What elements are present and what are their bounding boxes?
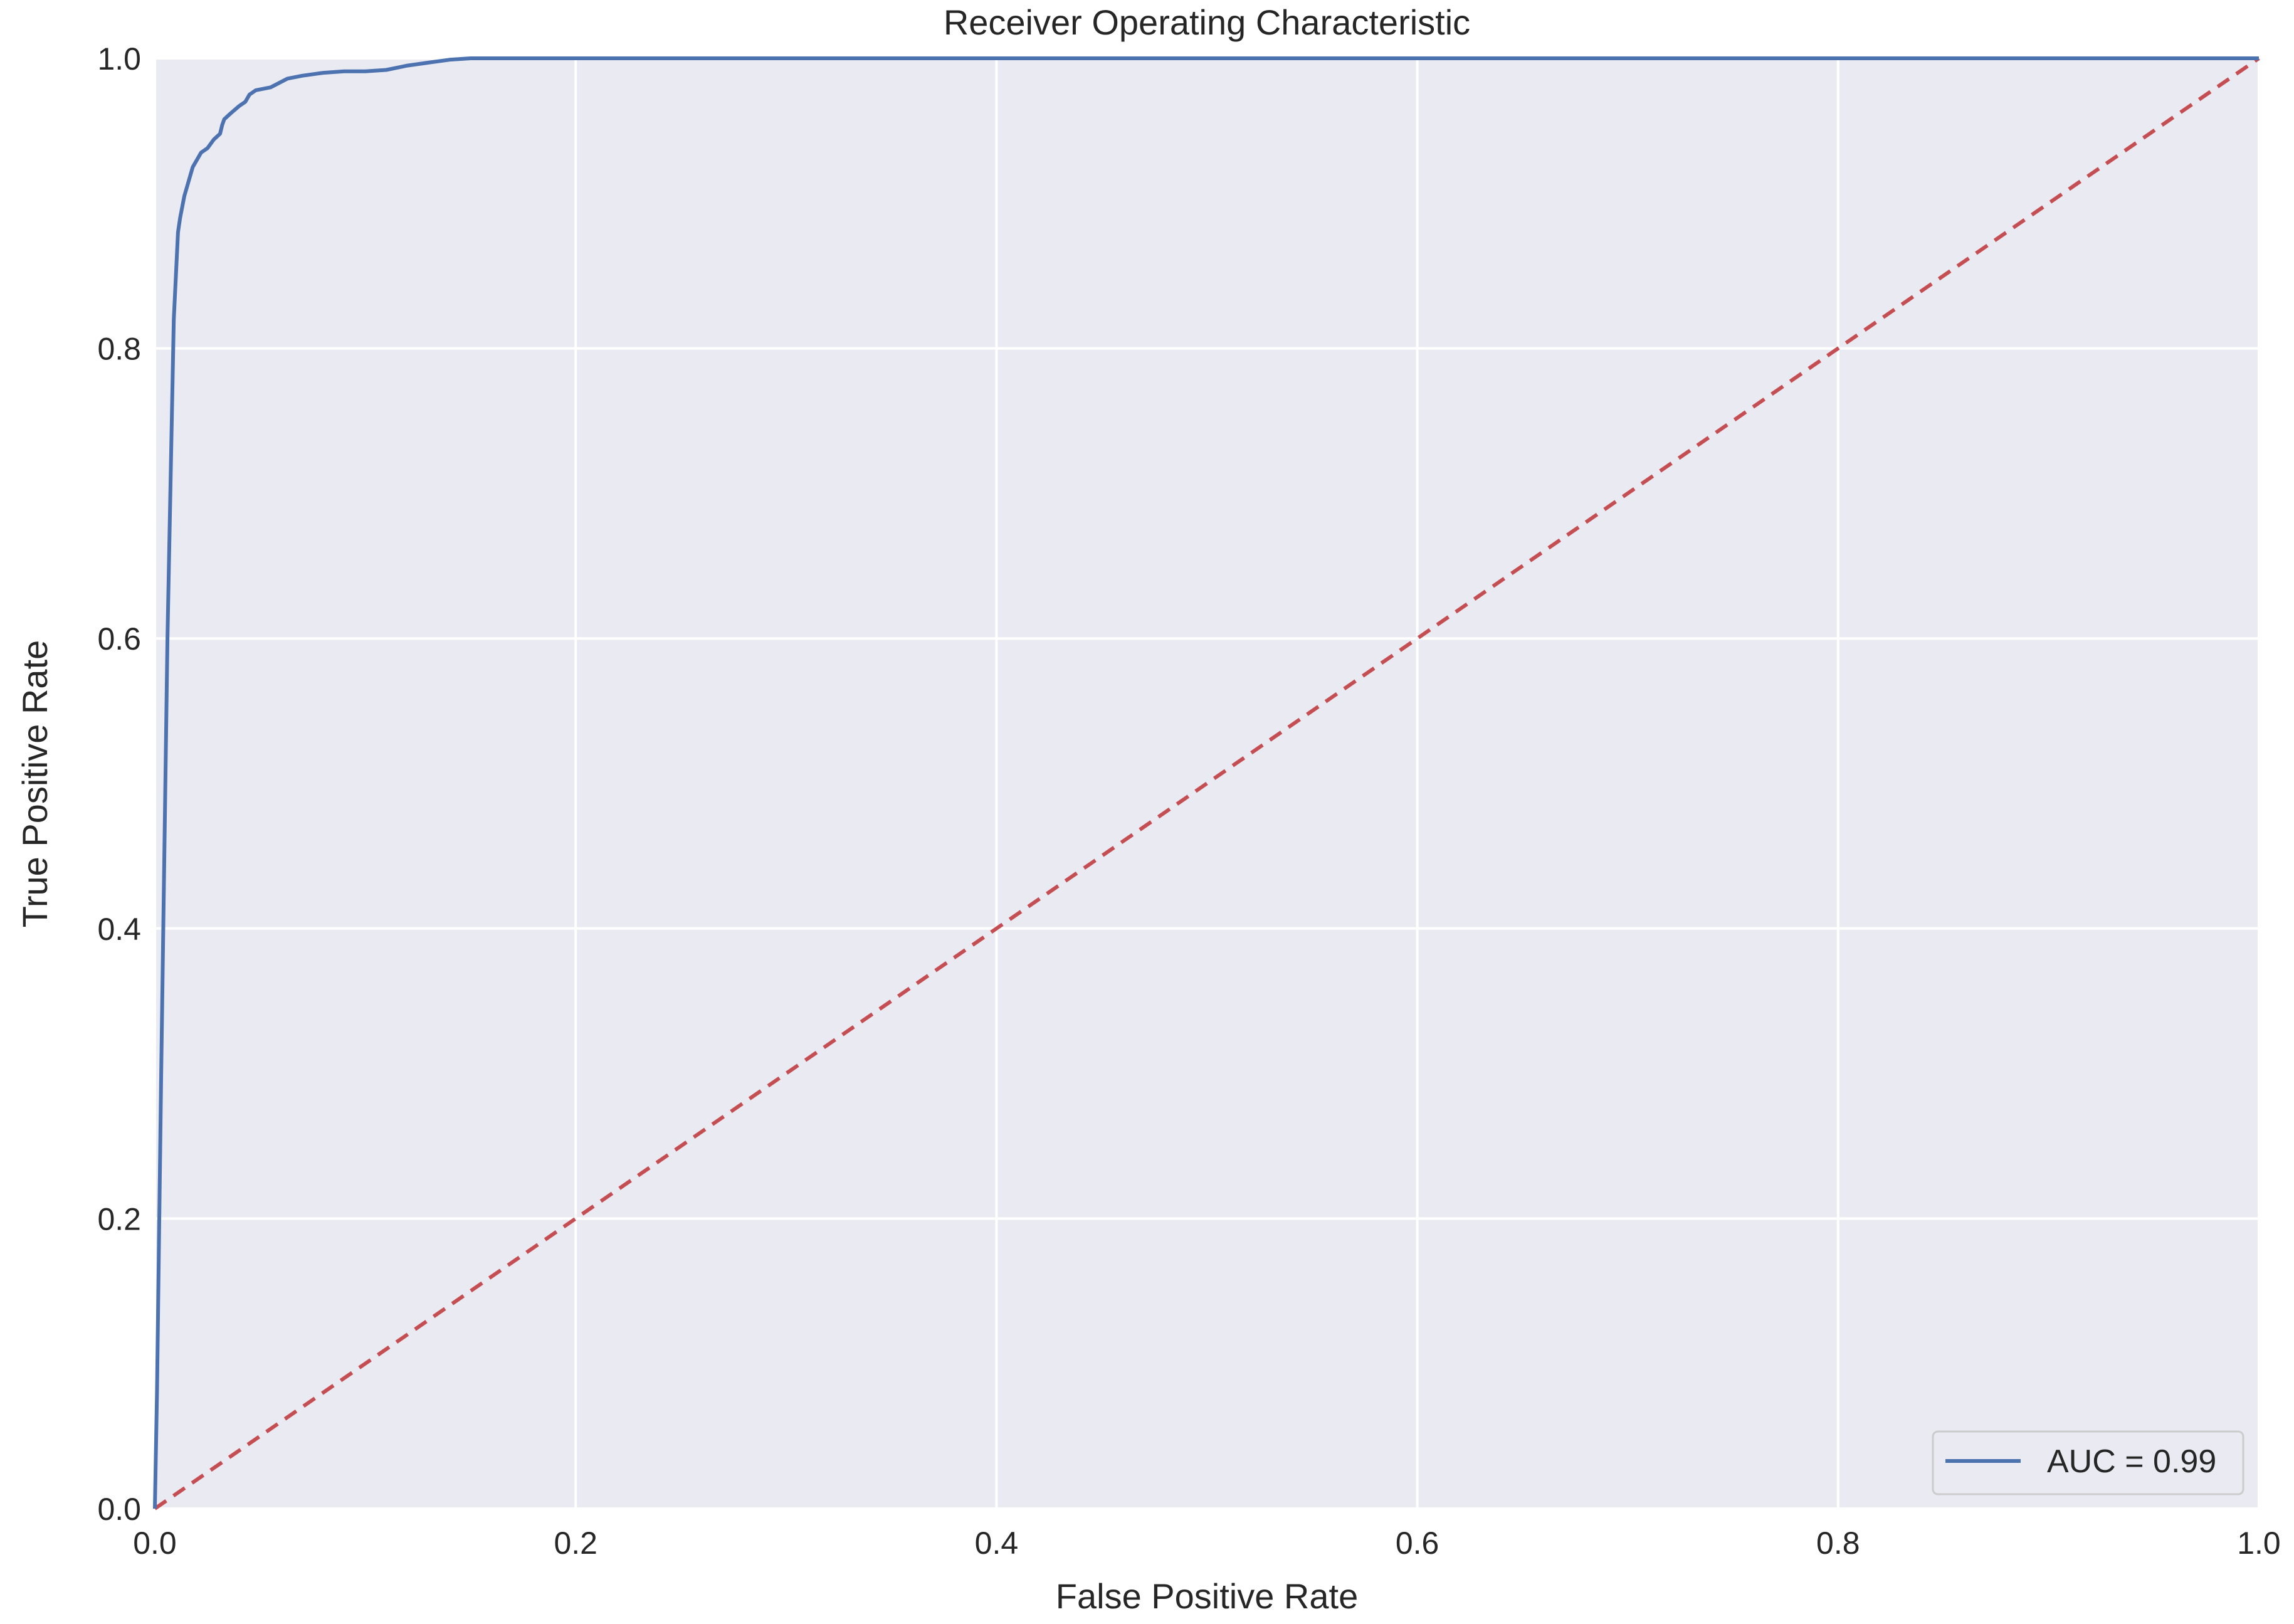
y-tick-label: 0.2 bbox=[97, 1201, 141, 1236]
grid-lines bbox=[154, 57, 2260, 1510]
x-tick-label: 0.6 bbox=[1396, 1526, 1439, 1561]
legend: AUC = 0.99 bbox=[1932, 1430, 2244, 1495]
x-tick-label: 0.8 bbox=[1816, 1526, 1860, 1561]
y-tick-label: 0.6 bbox=[97, 621, 141, 656]
reference-diagonal-line bbox=[154, 56, 2260, 1511]
roc-curve-line bbox=[153, 56, 2259, 1509]
x-axis-label: False Positive Rate bbox=[1056, 1576, 1358, 1616]
y-axis-label: True Positive Rate bbox=[15, 640, 55, 928]
y-tick-label: 0.8 bbox=[97, 332, 141, 367]
y-tick-label: 0.0 bbox=[97, 1492, 141, 1527]
legend-box bbox=[1932, 1430, 2244, 1495]
y-tick-label: 1.0 bbox=[97, 41, 141, 76]
chart-title: Receiver Operating Characteristic bbox=[944, 3, 1470, 42]
y-tick-label: 0.4 bbox=[97, 912, 141, 947]
x-tick-label: 0.4 bbox=[975, 1526, 1019, 1561]
y-tick-labels: 0.0 0.2 0.4 0.6 0.8 1.0 bbox=[97, 41, 141, 1527]
x-tick-label: 0.2 bbox=[554, 1526, 597, 1561]
x-tick-label: 0.0 bbox=[133, 1526, 177, 1561]
x-tick-label: 1.0 bbox=[2237, 1526, 2281, 1561]
legend-label-auc: AUC = 0.99 bbox=[2047, 1443, 2216, 1480]
series-layer bbox=[153, 56, 2260, 1511]
x-tick-labels: 0.0 0.2 0.4 0.6 0.8 1.0 bbox=[133, 1526, 2281, 1561]
